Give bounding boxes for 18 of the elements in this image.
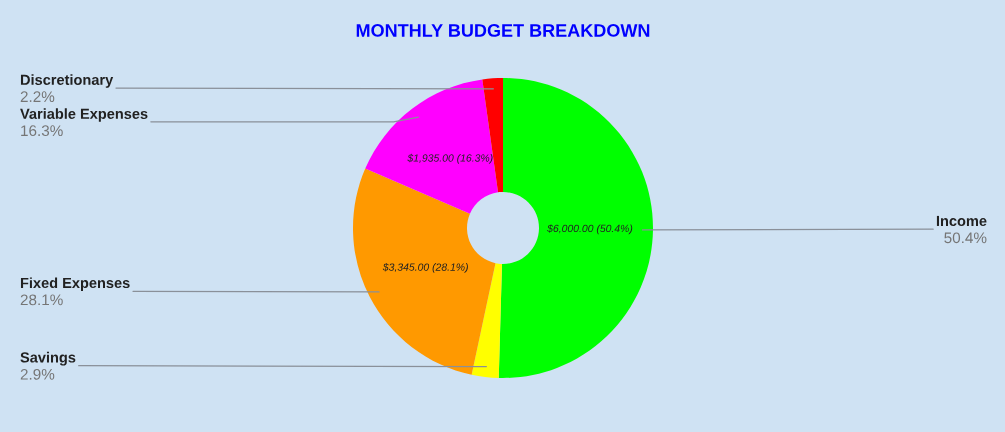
slice-label: Variable Expenses — [20, 108, 148, 122]
slice-label: Income — [936, 215, 987, 227]
slice-label: Discretionary — [20, 74, 114, 88]
text: 2.9% — [20, 368, 55, 380]
donut-slice — [498, 78, 653, 378]
text: 2.2% — [20, 91, 55, 102]
text: 28.1% — [20, 294, 63, 306]
data-label: $3,345.00 (28.1%) — [382, 262, 468, 273]
data-label: $6,000.00 (50.4%) — [547, 224, 633, 235]
data-label: $1,935.00 (16.3%) — [407, 153, 493, 164]
text: 16.3% — [21, 125, 63, 137]
donut-slice — [471, 263, 502, 378]
donut-slice — [365, 79, 499, 214]
slice-label: Savings — [20, 351, 76, 366]
text: 50.4% — [944, 232, 987, 244]
donut-slice — [353, 168, 496, 375]
slice-label: Fixed Expenses — [20, 277, 130, 291]
chart-title: MONTHLY BUDGET BREAKDOWN — [356, 24, 650, 37]
